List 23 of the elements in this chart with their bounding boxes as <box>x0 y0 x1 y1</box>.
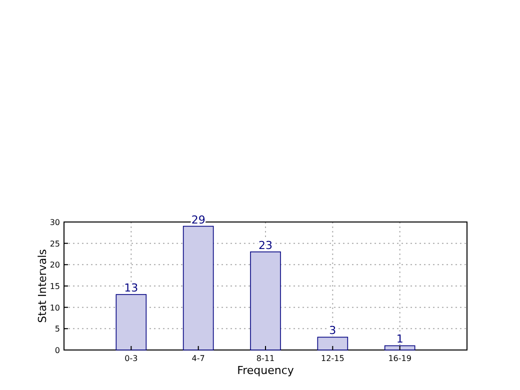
x-tick-label: 12-15 <box>321 354 344 363</box>
x-axis-title: Frequency <box>237 364 294 377</box>
x-tick-label: 8-11 <box>256 354 275 363</box>
bar <box>182 226 214 350</box>
x-tick-label: 4-7 <box>192 354 205 363</box>
y-tick-label: 30 <box>50 218 60 227</box>
y-axis-title: Stat Intervals <box>36 248 49 323</box>
data-label: 3 <box>329 324 336 338</box>
y-tick-label: 25 <box>50 239 60 248</box>
bar <box>384 345 416 350</box>
y-tick-label: 15 <box>50 282 60 291</box>
y-tick-label: 20 <box>50 260 60 270</box>
data-label: 1 <box>396 332 404 346</box>
data-label: 23 <box>258 238 272 252</box>
x-tick-label: 16-19 <box>388 354 412 363</box>
y-tick-label: 0 <box>54 346 60 355</box>
x-tick-label: 0-3 <box>124 354 138 363</box>
y-tick-label: 10 <box>50 303 60 312</box>
data-label: 13 <box>124 282 138 295</box>
bar <box>317 336 348 350</box>
y-tick-label: 5 <box>54 324 60 334</box>
bar <box>250 251 281 350</box>
bar <box>116 294 147 350</box>
